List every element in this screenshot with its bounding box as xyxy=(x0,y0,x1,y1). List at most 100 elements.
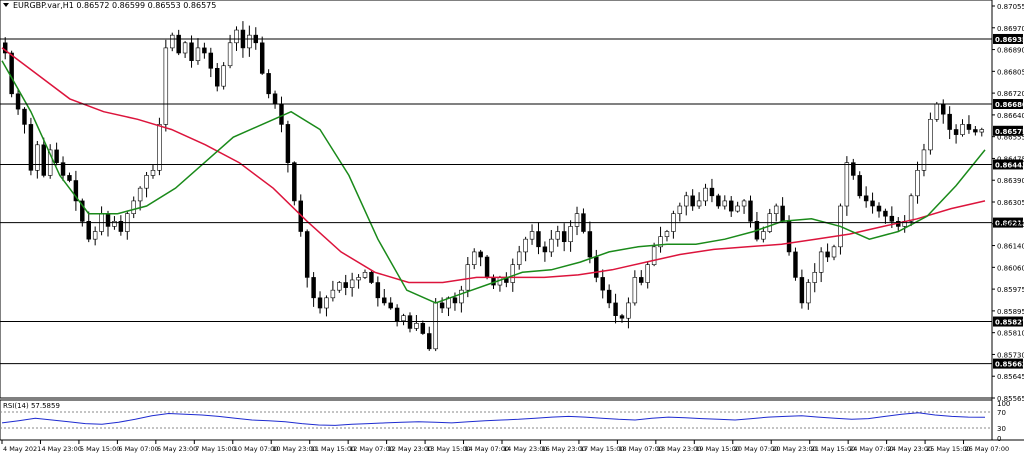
candle-body xyxy=(709,187,715,197)
candle-body xyxy=(703,187,708,202)
candle-body xyxy=(324,297,329,309)
candle-body xyxy=(555,231,560,240)
time-axis-label: 16 May 23:00 xyxy=(541,445,586,453)
candle-body xyxy=(818,251,824,273)
candle-body xyxy=(80,200,85,222)
time-axis-label: 14 May 07:00 xyxy=(465,445,510,453)
candle-body xyxy=(247,34,252,49)
candle-body xyxy=(304,231,310,278)
candle-body xyxy=(86,221,91,240)
time-axis-label: 6 May 07:00 xyxy=(118,445,158,453)
candle-body xyxy=(465,264,471,291)
candle-body xyxy=(658,236,663,248)
time-axis-label: 5 May 15:00 xyxy=(80,445,120,453)
candle-body xyxy=(189,42,194,61)
candle-body xyxy=(947,113,952,130)
time-axis-label: 13 May 15:00 xyxy=(426,445,471,453)
time-axis-label: 12 May 07:00 xyxy=(349,445,394,453)
chart-header: EURGBP.var,H1 0.86572 0.86599 0.86553 0.… xyxy=(3,1,216,10)
time-axis-label: 19 May 15:00 xyxy=(695,445,740,453)
candle-body xyxy=(330,289,336,299)
candle-body xyxy=(394,307,400,322)
candle-body xyxy=(889,215,895,222)
candle-body xyxy=(806,282,811,304)
candle-body xyxy=(292,162,297,202)
candle-body xyxy=(748,200,753,222)
horizontal-levels: 0.86935 0.86680 0.86443 0.86215 0.85827 0.856… xyxy=(0,33,1024,369)
candle-body xyxy=(163,47,169,125)
candle-body xyxy=(112,221,117,227)
candle-body xyxy=(844,162,850,207)
candle-body xyxy=(337,282,342,291)
candle-body xyxy=(812,272,817,283)
candle-body xyxy=(587,231,593,258)
candle-body xyxy=(600,277,605,291)
candle-body xyxy=(349,279,355,288)
candle-body xyxy=(793,251,798,278)
current-price-marker: 0.86575 xyxy=(993,125,1024,136)
chart-menu-triangle-icon[interactable] xyxy=(3,3,9,7)
price-axis-label: 0.86140 xyxy=(997,243,1024,251)
candle-body xyxy=(716,195,721,207)
candle-body xyxy=(343,282,348,288)
price-axis-label: 0.86640 xyxy=(997,112,1024,120)
candle-body xyxy=(786,221,792,253)
candle-body xyxy=(908,195,914,222)
candle-body xyxy=(272,93,278,105)
candle-body xyxy=(728,200,734,212)
candle-body xyxy=(870,200,875,207)
candlestick-series xyxy=(2,21,985,352)
candle-body xyxy=(41,144,46,176)
time-axis-label: 11 May 15:00 xyxy=(311,445,356,453)
time-axis-label: 10 May 07:00 xyxy=(234,445,279,453)
candle-body xyxy=(542,246,548,253)
candle-body xyxy=(510,264,516,283)
candle-body xyxy=(883,210,888,217)
time-axis-label: 10 May 23:00 xyxy=(272,445,317,453)
time-axis-label: 20 May 23:00 xyxy=(772,445,817,453)
time-axis-label: 17 May 15:00 xyxy=(580,445,625,453)
rsi-panel-frame xyxy=(0,399,993,441)
time-axis-label: 25 May 15:00 xyxy=(926,445,971,453)
candle-body xyxy=(427,333,432,350)
price-axis-label: 0.86060 xyxy=(997,264,1024,272)
candle-body xyxy=(369,272,374,283)
time-axis-label: 24 May 07:00 xyxy=(849,445,894,453)
candle-body xyxy=(221,65,226,87)
level-label-box xyxy=(993,33,1023,44)
price-axis-label: 0.86225 xyxy=(997,221,1024,229)
price-axis-label: 0.85895 xyxy=(997,308,1024,316)
candle-body xyxy=(170,34,175,49)
candle-body xyxy=(761,231,766,240)
candle-body xyxy=(356,277,361,281)
candle-body xyxy=(9,52,14,95)
candle-body xyxy=(234,29,239,44)
candle-body xyxy=(433,302,438,350)
time-axis-label: 14 May 23:00 xyxy=(503,445,548,453)
candle-body xyxy=(825,251,830,258)
current-price-label: 0.86575 xyxy=(995,128,1024,136)
candle-body xyxy=(626,302,631,319)
candle-body xyxy=(799,277,805,304)
candle-body xyxy=(953,129,959,135)
time-axis-label: 20 May 07:00 xyxy=(734,445,779,453)
price-axis-label: 0.86720 xyxy=(997,90,1024,98)
candle-body xyxy=(523,238,528,253)
candle-body xyxy=(73,180,79,202)
candle-body xyxy=(227,42,233,67)
level-label-box xyxy=(993,217,1023,228)
time-axis-label: 26 May 07:00 xyxy=(965,445,1010,453)
rsi-axis-label: 30 xyxy=(997,425,1006,433)
candle-body xyxy=(176,34,181,54)
rsi-axis-label: 0 xyxy=(997,435,1001,443)
candle-body xyxy=(568,226,573,243)
candle-body xyxy=(22,108,27,125)
candle-body xyxy=(484,256,490,278)
main-panel-frame xyxy=(0,0,993,399)
candle-body xyxy=(857,175,862,197)
candle-body xyxy=(215,68,220,87)
time-axis-label: 7 May 15:00 xyxy=(195,445,235,453)
